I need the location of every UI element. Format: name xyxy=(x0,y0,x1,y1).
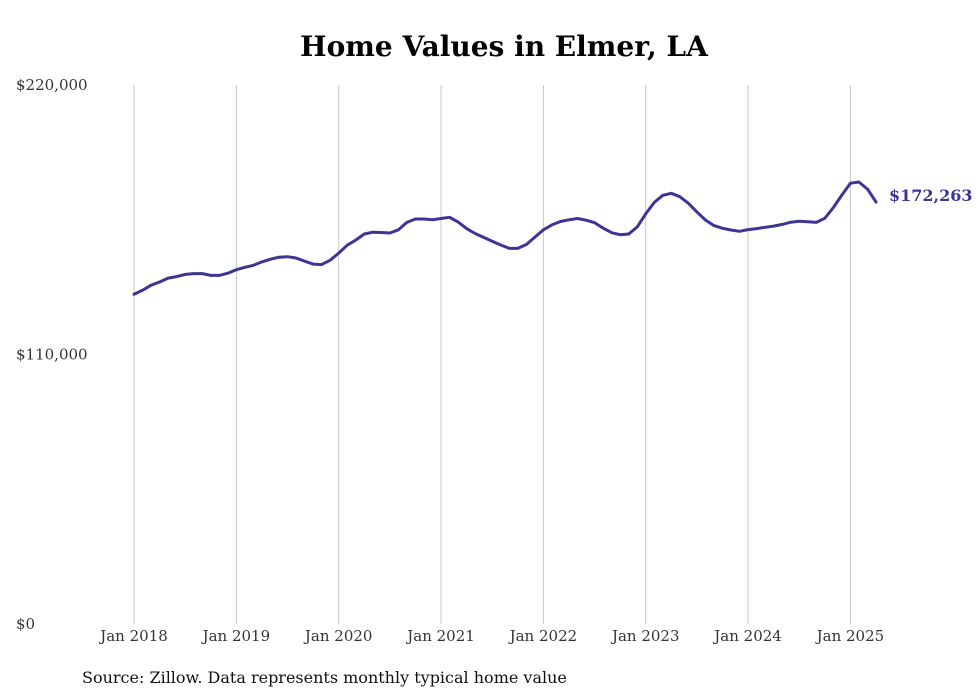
y-tick-label: $0 xyxy=(16,615,35,633)
x-tick-label: Jan 2020 xyxy=(303,627,373,645)
end-value-label: $172,263 xyxy=(889,186,973,205)
series-line xyxy=(132,180,878,296)
source-note: Source: Zillow. Data represents monthly … xyxy=(82,668,567,687)
x-tick-label: Jan 2018 xyxy=(98,627,168,645)
x-tick-label: Jan 2021 xyxy=(405,627,475,645)
y-axis: $220,000 $110,000 $0 xyxy=(16,76,88,633)
x-tick-label: Jan 2022 xyxy=(508,627,578,645)
x-tick-label: Jan 2019 xyxy=(201,627,271,645)
gridlines xyxy=(133,85,851,624)
x-tick-label: Jan 2023 xyxy=(610,627,680,645)
x-axis: Jan 2018 Jan 2019 Jan 2020 Jan 2021 Jan 2022… xyxy=(98,627,884,645)
y-tick-label: $220,000 xyxy=(16,76,88,94)
line-chart: $220,000$110,000$0 Jan 2018 Jan 2019 Jan 2… xyxy=(16,76,973,645)
chart-title: Home Values in Elmer, LA xyxy=(300,30,708,63)
x-tick-label: Jan 2024 xyxy=(712,627,782,645)
y-tick-label: $110,000 xyxy=(16,346,88,364)
series-layer: $172,263 xyxy=(132,180,973,296)
x-tick-label: Jan 2025 xyxy=(815,627,885,645)
